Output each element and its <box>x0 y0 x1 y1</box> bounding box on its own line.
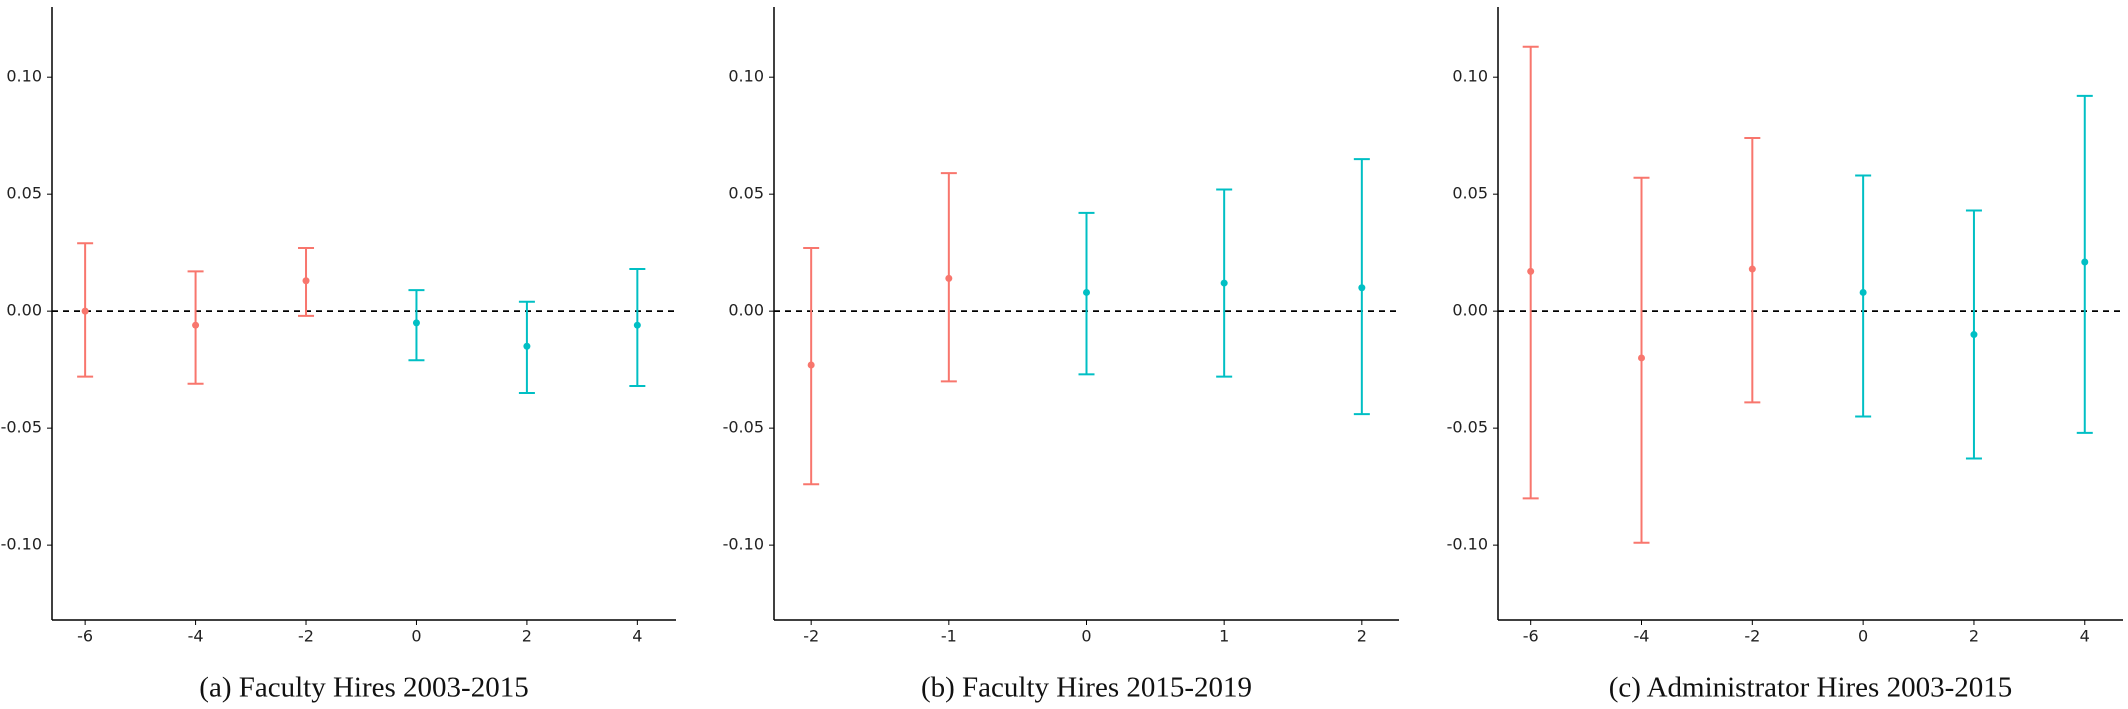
x-tick-label: -4 <box>188 627 204 646</box>
point <box>1083 288 1090 296</box>
x-tick-label: 0 <box>1858 627 1868 646</box>
y-tick-label: -0.10 <box>1447 535 1488 554</box>
point <box>1358 284 1366 292</box>
y-tick-label: 0.00 <box>6 301 42 320</box>
x-tick-label: 2 <box>1357 627 1367 646</box>
point <box>1970 331 1978 339</box>
point <box>1748 265 1756 273</box>
y-tick-label: -0.05 <box>1 418 42 437</box>
point <box>945 274 953 282</box>
point <box>1220 279 1228 287</box>
x-tick-label: 4 <box>2080 627 2090 646</box>
y-tick-label: -0.05 <box>1447 418 1488 437</box>
point <box>192 321 200 329</box>
x-tick-label: 4 <box>632 627 642 646</box>
caption: (a) Faculty Hires 2003-2015 <box>199 672 528 704</box>
caption: (c) Administrator Hires 2003-2015 <box>1609 672 2013 704</box>
x-tick-label: -4 <box>1634 627 1650 646</box>
x-tick-label: 0 <box>1081 627 1091 646</box>
y-tick-label: 0.00 <box>1452 301 1488 320</box>
point <box>1859 288 1867 296</box>
y-tick-label: 0.05 <box>1452 184 1488 203</box>
x-tick-label: -6 <box>1523 627 1539 646</box>
y-tick-label: 0.10 <box>6 67 42 86</box>
point <box>807 361 815 369</box>
x-tick-label: -1 <box>941 627 957 646</box>
x-tick-label: 2 <box>1969 627 1979 646</box>
x-tick-label: 0 <box>411 627 421 646</box>
y-tick-label: 0.10 <box>1452 67 1488 86</box>
point <box>633 321 641 329</box>
x-tick-label: -2 <box>298 627 314 646</box>
point <box>2081 258 2089 266</box>
x-tick-label: -2 <box>803 627 819 646</box>
y-tick-label: 0.05 <box>728 184 764 203</box>
x-tick-label: -6 <box>77 627 93 646</box>
point <box>1638 354 1646 362</box>
point <box>81 307 89 315</box>
caption: (b) Faculty Hires 2015-2019 <box>921 672 1252 704</box>
point <box>302 277 310 285</box>
point <box>523 342 531 350</box>
point <box>1527 267 1535 275</box>
y-tick-label: 0.10 <box>728 67 764 86</box>
y-tick-label: 0.00 <box>728 301 764 320</box>
y-tick-label: 0.05 <box>6 184 42 203</box>
y-tick-label: -0.10 <box>723 535 764 554</box>
point <box>412 319 420 327</box>
x-tick-label: 2 <box>522 627 532 646</box>
y-tick-label: -0.05 <box>723 418 764 437</box>
y-tick-label: -0.10 <box>1 535 42 554</box>
x-tick-label: 1 <box>1219 627 1229 646</box>
x-tick-label: -2 <box>1744 627 1760 646</box>
